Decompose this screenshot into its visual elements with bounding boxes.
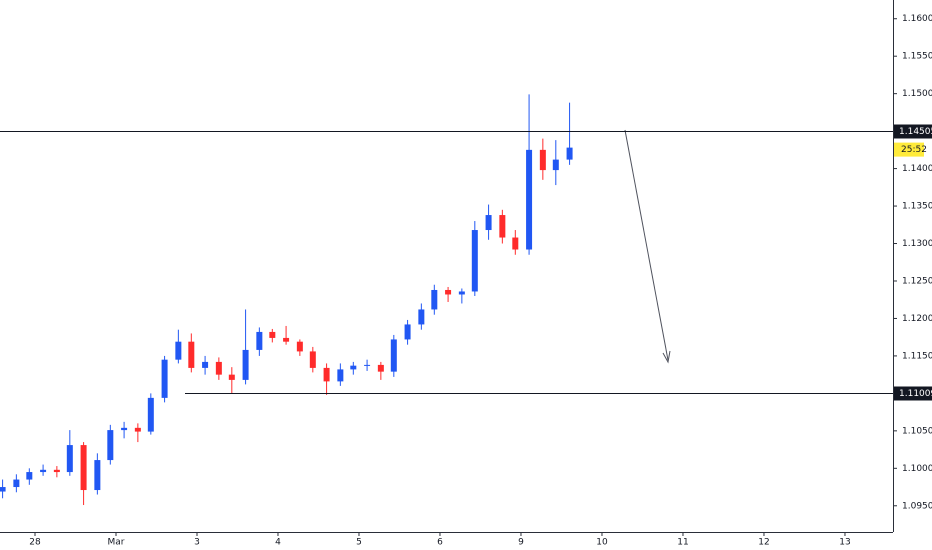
y-tick-label: 1.14000: [902, 164, 932, 174]
candle-body: [228, 374, 235, 380]
candle-body: [309, 351, 316, 368]
candle-body: [242, 349, 249, 380]
level-label-box: [894, 386, 932, 401]
arrow-head: [662, 350, 671, 364]
y-tick-label: 1.16000: [902, 14, 932, 24]
candle-body: [350, 365, 357, 370]
x-tick-label: 11: [677, 538, 688, 548]
candle-body: [566, 147, 573, 160]
candle-body: [215, 361, 222, 375]
y-tick-label: 1.12000: [902, 314, 932, 324]
candle-body: [526, 149, 533, 250]
candle-body: [485, 215, 492, 231]
candle-body: [539, 149, 546, 171]
candle-body: [256, 331, 263, 350]
candle-body: [431, 289, 438, 310]
x-tick-label: 12: [758, 538, 769, 548]
candle-body: [512, 237, 519, 250]
candle-body: [471, 230, 478, 292]
candle-body: [80, 445, 87, 491]
candle-body: [121, 427, 128, 431]
level-label: 1.11009: [899, 389, 932, 399]
candle-body: [337, 369, 344, 382]
x-tick-label: 28: [29, 538, 41, 548]
candle-body: [134, 427, 141, 432]
candle-body: [66, 445, 73, 473]
y-tick-label: 1.09500: [902, 501, 932, 511]
candle-body: [404, 324, 411, 340]
candle-body: [296, 341, 303, 352]
candle-body: [107, 430, 114, 461]
candle-body: [161, 359, 168, 398]
candle-body: [390, 339, 397, 372]
x-tick-label: 3: [194, 538, 200, 548]
y-tick-label: 1.15000: [902, 89, 932, 99]
candle-body: [377, 364, 384, 372]
candle-body: [53, 469, 60, 473]
candle-body: [0, 487, 6, 492]
y-tick-label: 1.13500: [902, 202, 932, 212]
candle-body: [323, 367, 330, 382]
y-tick-label: 1.13000: [902, 239, 932, 249]
y-tick-label: 1.11500: [902, 351, 932, 361]
level-label: 1.14505: [899, 127, 932, 137]
candle-body: [364, 364, 371, 366]
countdown-box: [894, 142, 924, 157]
x-tick-label: 4: [275, 538, 281, 548]
candle-body: [26, 472, 33, 480]
candle-body: [202, 361, 209, 368]
candle-body: [94, 460, 101, 491]
x-tick-label: 6: [437, 538, 443, 548]
x-tick-label: 10: [596, 538, 608, 548]
y-tick-label: 1.10000: [902, 464, 932, 474]
candle-body: [418, 309, 425, 325]
x-tick-label: 5: [356, 538, 362, 548]
candle-body: [445, 289, 452, 295]
candle-body: [147, 397, 154, 432]
countdown-label: 25:52: [901, 145, 927, 155]
candle-body: [188, 341, 195, 368]
x-tick-label: Mar: [107, 538, 124, 548]
candle-body: [175, 341, 182, 360]
y-tick-label: 1.10500: [902, 426, 932, 436]
y-tick-label: 1.12500: [902, 276, 932, 286]
x-tick-label: 13: [839, 538, 850, 548]
candle-body: [499, 215, 506, 238]
level-label-box: [894, 124, 932, 139]
candle-body: [13, 479, 20, 488]
candle-body: [458, 291, 465, 295]
candle-body: [552, 159, 559, 171]
arrow-line: [624, 129, 669, 361]
y-tick-label: 1.15500: [902, 52, 932, 62]
candle-body: [40, 469, 47, 473]
x-tick-label: 9: [518, 538, 524, 548]
candle-body: [269, 331, 276, 338]
candle-body: [283, 337, 290, 342]
